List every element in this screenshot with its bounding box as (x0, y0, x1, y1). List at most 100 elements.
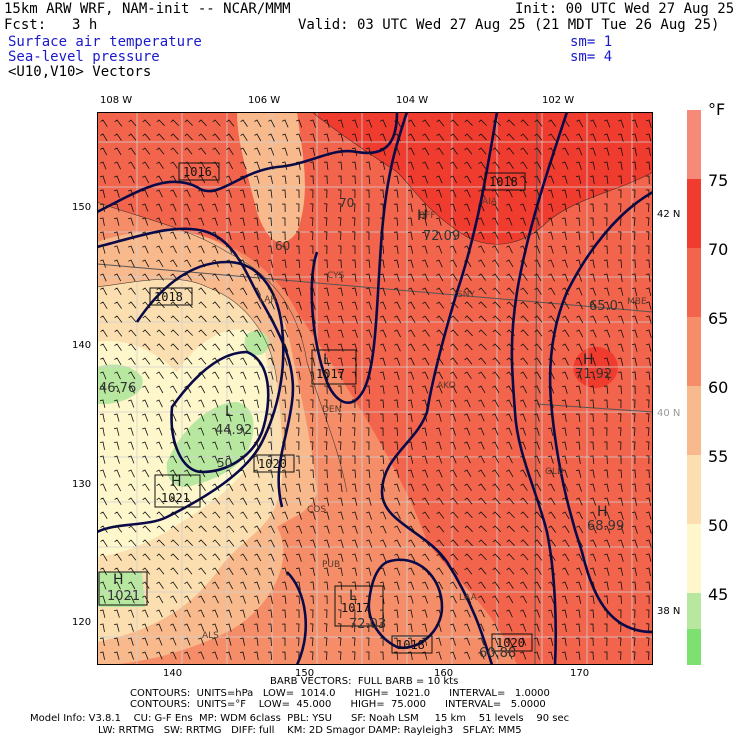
colorbar-label-65: 65 (708, 309, 729, 328)
station-pub: PUB (322, 560, 340, 570)
colorbar-unit: °F (708, 100, 726, 119)
lat-label-38n: 38 N (657, 606, 681, 617)
lat-label-42n: 42 N (657, 209, 681, 220)
slp-label-1017-central: 1017 (316, 367, 345, 381)
temp-band-below-45-south (97, 572, 145, 607)
colorbar-swatch-45-50 (687, 524, 701, 593)
wind-barbs (99, 119, 652, 661)
field-pressure: Sea-level pressure (8, 49, 160, 65)
contour-label-50: 50 (217, 456, 232, 470)
lon-label-104w: 104 W (396, 95, 429, 106)
contour-label-60: 60 (275, 239, 290, 253)
wind-barb-vectors (99, 119, 652, 661)
low-marker-south: L (349, 588, 357, 604)
slp-label-1018-south: 1018 (396, 638, 425, 652)
contours-hpa: CONTOURS: UNITS=hPa LOW= 1014.0 HIGH= 10… (130, 688, 550, 699)
sea-level-pressure-isobars (97, 112, 653, 665)
station-aia: AIA (482, 197, 498, 207)
temp-value-72-09: 72.09 (423, 229, 460, 244)
lon-label-106w: 106 W (248, 95, 281, 106)
field-temperature-smoothing: sm= 1 (570, 34, 613, 50)
station-labels: BFF AIA SNY CYS LAR AKO DEN COS GLD PUB … (202, 197, 647, 641)
high-marker-northeast: H (417, 208, 428, 224)
low-marker-cold: L (225, 404, 233, 420)
slp-label-1020-south: 1020 (496, 636, 525, 650)
station-sny: SNY (457, 290, 475, 300)
station-cys: CYS (327, 271, 345, 281)
station-bff: BFF (419, 211, 436, 221)
slp-value-1021-west: 1021 (107, 589, 140, 604)
temp-value-60-88: 60.88 (479, 646, 516, 661)
colorbar-label-45: 45 (708, 585, 729, 604)
lon-label-102w: 102 W (542, 95, 575, 106)
county-grid (97, 112, 653, 665)
temp-value-71-92: 71.92 (575, 367, 612, 382)
lat-label-40n: 40 N (657, 408, 681, 419)
low-marker-1017-central: L (323, 352, 331, 368)
colorbar-label-60: 60 (708, 378, 729, 397)
temp-band-70-75-east (573, 346, 618, 389)
x-label-160: 160 (434, 668, 454, 679)
colorbar-label-50: 50 (708, 516, 729, 535)
station-als: ALS (202, 631, 219, 641)
field-pressure-smoothing: sm= 4 (570, 49, 613, 65)
weather-map: 1016 1018 1018 1020 1021 1017 1017 1018 … (97, 112, 653, 665)
y-label-150: 150 (72, 202, 92, 213)
temp-band-below-45-north (244, 330, 269, 356)
colorbar-swatch-60-65 (687, 317, 701, 386)
station-gld: GLD (545, 467, 564, 477)
temp-value-72-03: 72.03 (349, 617, 386, 632)
colorbar-swatch-50-55 (687, 455, 701, 524)
value-labels: 72.09 65.0 71.92 44.92 68.99 46.76 72.03… (99, 229, 624, 661)
station-den: DEN (322, 405, 341, 415)
temp-band-65-70 (97, 112, 653, 665)
x-label-140: 140 (163, 668, 183, 679)
slp-label-1020: 1020 (258, 457, 287, 471)
high-marker-1021: H (171, 474, 182, 490)
fcst-value: 3 h (72, 17, 98, 33)
y-label-140: 140 (72, 340, 92, 351)
contour-label-70: 70 (339, 196, 354, 210)
colorbar-swatch-65-70 (687, 248, 701, 317)
temperature-colorbar (687, 110, 701, 665)
field-temperature: Surface air temperature (8, 34, 202, 50)
contours-degf: CONTOURS: UNITS=°F LOW= 45.000 HIGH= 75.… (130, 699, 546, 710)
station-laa: LAA (459, 593, 478, 603)
x-label-150: 150 (295, 668, 315, 679)
valid-time: Valid: 03 UTC Wed 27 Aug 25 (21 MDT Tue … (298, 17, 720, 33)
lon-label-108w: 108 W (100, 95, 133, 106)
colorbar-swatch-70-75 (687, 179, 701, 248)
x-label-170: 170 (570, 668, 590, 679)
high-marker-gld: H (597, 504, 608, 520)
slp-label-1021: 1021 (161, 491, 190, 505)
high-marker-east: H (583, 352, 594, 368)
station-lar: LAR (259, 295, 277, 305)
init-time: Init: 00 UTC Wed 27 Aug 25 (515, 1, 735, 17)
station-cos: COS (307, 505, 326, 515)
barb-legend: BARB VECTORS: FULL BARB = 10 kts (270, 676, 459, 687)
temp-value-44-92: 44.92 (215, 423, 252, 438)
y-label-120: 120 (72, 617, 92, 628)
slp-label-1016: 1016 (183, 165, 212, 179)
station-mbe: MBE (627, 297, 647, 307)
slp-label-1018-west: 1018 (154, 290, 183, 304)
contour-temp-labels: 70 60 50 (217, 196, 354, 470)
temp-value-68-99: 68.99 (587, 519, 624, 534)
y-label-130: 130 (72, 479, 92, 490)
temp-band-below-45-west (97, 364, 143, 404)
temp-value-65-0: 65.0 (589, 299, 618, 314)
colorbar-swatch-40-45 (687, 593, 701, 629)
slp-label-1018-north: 1018 (489, 175, 518, 189)
field-vectors: <U10,V10> Vectors (8, 64, 152, 80)
highs-lows: H L H L H L H H (113, 208, 608, 604)
model-title: 15km ARW WRF, NAM-init -- NCAR/MMM (4, 1, 291, 17)
temperature-contours (97, 112, 653, 493)
colorbar-label-70: 70 (708, 240, 729, 259)
colorbar-swatch-below-40 (687, 629, 701, 665)
colorbar-swatch-55-60 (687, 386, 701, 455)
model-info-2: LW: RRTMG SW: RRTMG DIFF: full KM: 2D Sm… (98, 725, 522, 736)
slp-label-1017-south: 1017 (341, 601, 370, 615)
model-info-1: Model Info: V3.8.1 CU: G-F Ens MP: WDM 6… (30, 713, 570, 724)
slp-label-boxes: 1016 1018 1018 1020 1021 1017 1017 1018 … (98, 162, 533, 654)
colorbar-label-55: 55 (708, 447, 729, 466)
